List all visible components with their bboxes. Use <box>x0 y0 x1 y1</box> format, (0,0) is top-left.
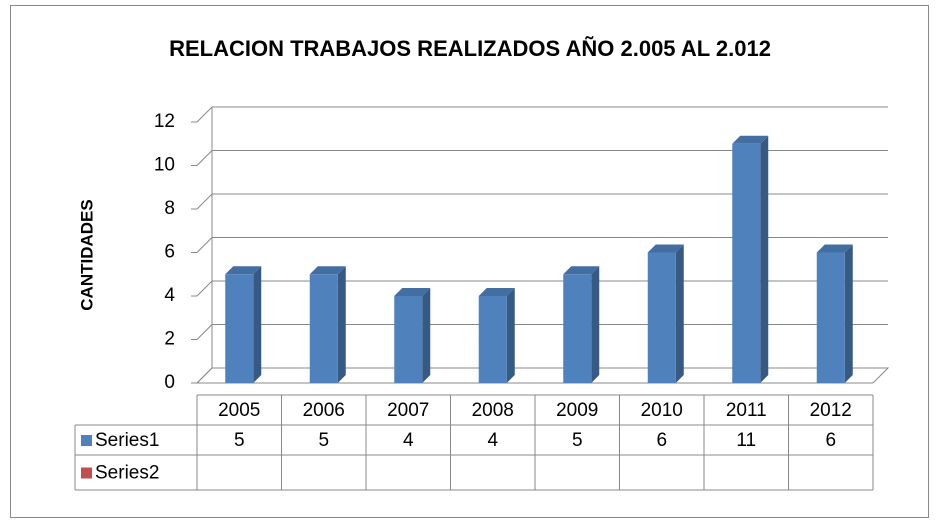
grid-line <box>196 193 888 210</box>
bar-top <box>732 135 769 144</box>
bar-side <box>591 266 600 383</box>
table-value: 4 <box>403 430 414 451</box>
x-tick-label: 2011 <box>726 400 767 421</box>
bar <box>394 296 423 383</box>
table-value: 6 <box>656 430 667 451</box>
bar-top <box>563 266 600 275</box>
bar <box>309 274 338 383</box>
y-tick-label: 10 <box>154 155 175 176</box>
bar <box>225 274 254 383</box>
bar <box>732 143 761 383</box>
table-value: 6 <box>825 430 836 451</box>
chart-border <box>10 5 929 518</box>
x-tick-label: 2007 <box>387 400 429 421</box>
bar-side <box>675 244 684 383</box>
chart-title: RELACION TRABAJOS REALIZADOS AÑO 2.005 A… <box>169 36 771 61</box>
bar-top <box>394 288 431 296</box>
legend-label: Series2 <box>95 463 159 484</box>
legend-key <box>81 435 92 446</box>
table-value: 5 <box>572 430 583 451</box>
x-tick-label: 2008 <box>472 400 514 421</box>
y-tick-label: 2 <box>164 329 175 350</box>
legend-label: Series1 <box>95 430 159 451</box>
table-value: 11 <box>736 430 756 451</box>
grid-line <box>196 106 888 123</box>
bar-side <box>760 135 769 383</box>
y-tick-label: 0 <box>164 372 175 393</box>
x-tick-label: 2006 <box>303 400 345 421</box>
bar-top <box>478 288 515 296</box>
y-tick-label: 12 <box>154 111 175 132</box>
bar-top <box>309 266 346 275</box>
table-value: 5 <box>234 430 245 451</box>
bar-side <box>844 244 853 383</box>
bar <box>647 252 676 383</box>
table-value: 4 <box>487 430 498 451</box>
bar <box>563 274 592 383</box>
legend-key <box>81 467 92 479</box>
bar-side <box>422 288 431 383</box>
y-axis-label: CANTIDADES <box>77 199 96 310</box>
y-tick-label: 6 <box>164 242 175 263</box>
bar-top <box>816 244 853 253</box>
bar-top <box>647 244 684 253</box>
table-value: 5 <box>318 430 329 451</box>
y-tick-label: 8 <box>164 198 175 219</box>
grid-line <box>196 150 888 166</box>
bar-side <box>337 266 346 383</box>
bar <box>816 252 845 383</box>
x-tick-label: 2012 <box>810 400 852 421</box>
grid-line <box>196 237 888 253</box>
x-tick-label: 2005 <box>218 400 260 421</box>
bar <box>478 296 507 383</box>
bar-side <box>506 288 515 383</box>
bar-top <box>225 266 262 275</box>
y-tick-label: 4 <box>164 285 175 306</box>
x-tick-label: 2010 <box>641 400 683 421</box>
x-tick-label: 2009 <box>556 400 598 421</box>
bar-side <box>253 266 262 383</box>
